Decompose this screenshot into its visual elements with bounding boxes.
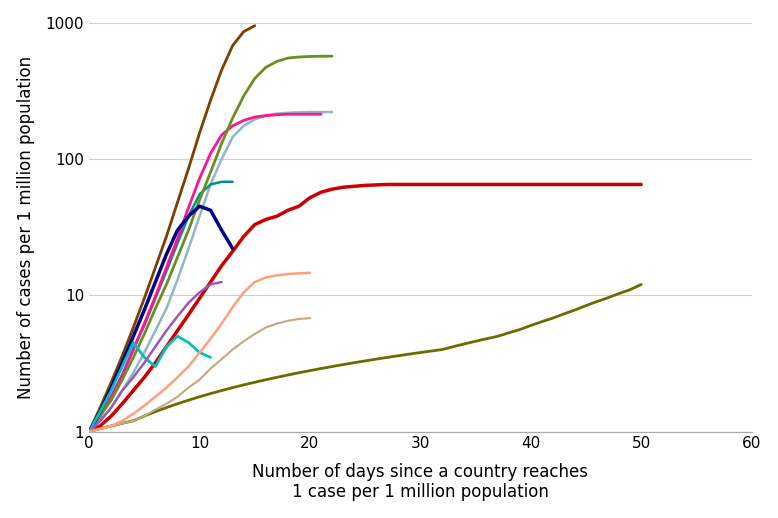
Y-axis label: Number of cases per 1 million population: Number of cases per 1 million population — [16, 55, 35, 399]
X-axis label: Number of days since a country reaches
1 case per 1 million population: Number of days since a country reaches 1… — [252, 463, 588, 501]
